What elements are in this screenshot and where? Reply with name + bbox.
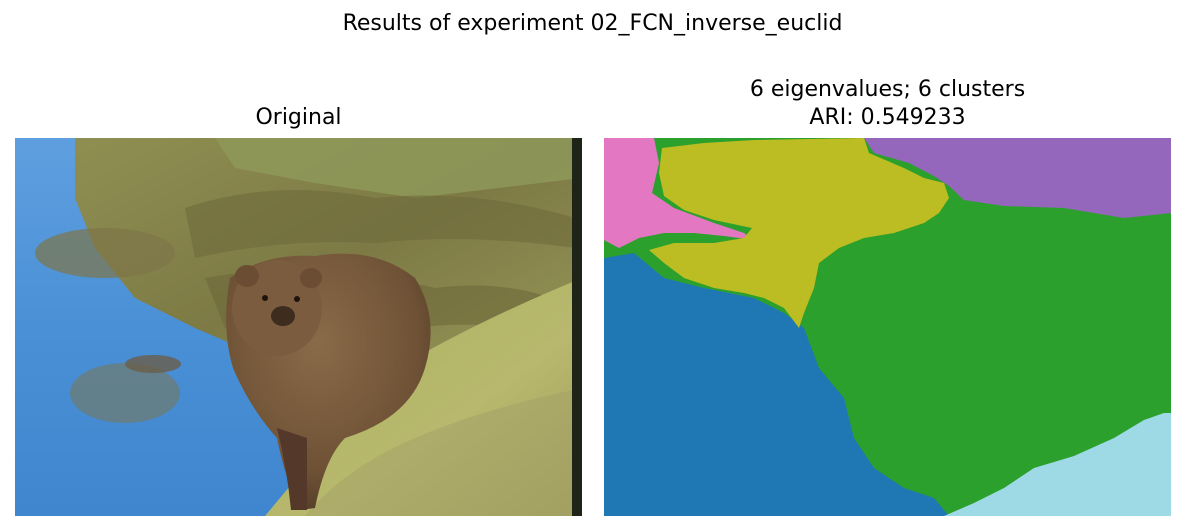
segmentation-map	[604, 138, 1171, 516]
cluster-lightcyan	[944, 413, 1171, 516]
cluster-olive	[649, 138, 949, 328]
original-photo	[15, 138, 582, 516]
cluster-purple	[864, 138, 1171, 218]
segmentation-image	[604, 138, 1171, 516]
cluster-pink	[604, 138, 754, 248]
figure-title: Results of experiment 02_FCN_inverse_euc…	[342, 11, 843, 36]
segmentation-title-line2: ARI: 0.549233	[809, 105, 966, 130]
original-panel-title: Original	[255, 105, 342, 130]
segmentation-title-line1: 6 eigenvalues; 6 clusters	[749, 77, 1026, 102]
segmentation-panel-title: 6 eigenvalues; 6 clusters ARI: 0.549233	[604, 76, 1171, 132]
cluster-blue	[604, 253, 949, 516]
original-image	[15, 138, 582, 516]
